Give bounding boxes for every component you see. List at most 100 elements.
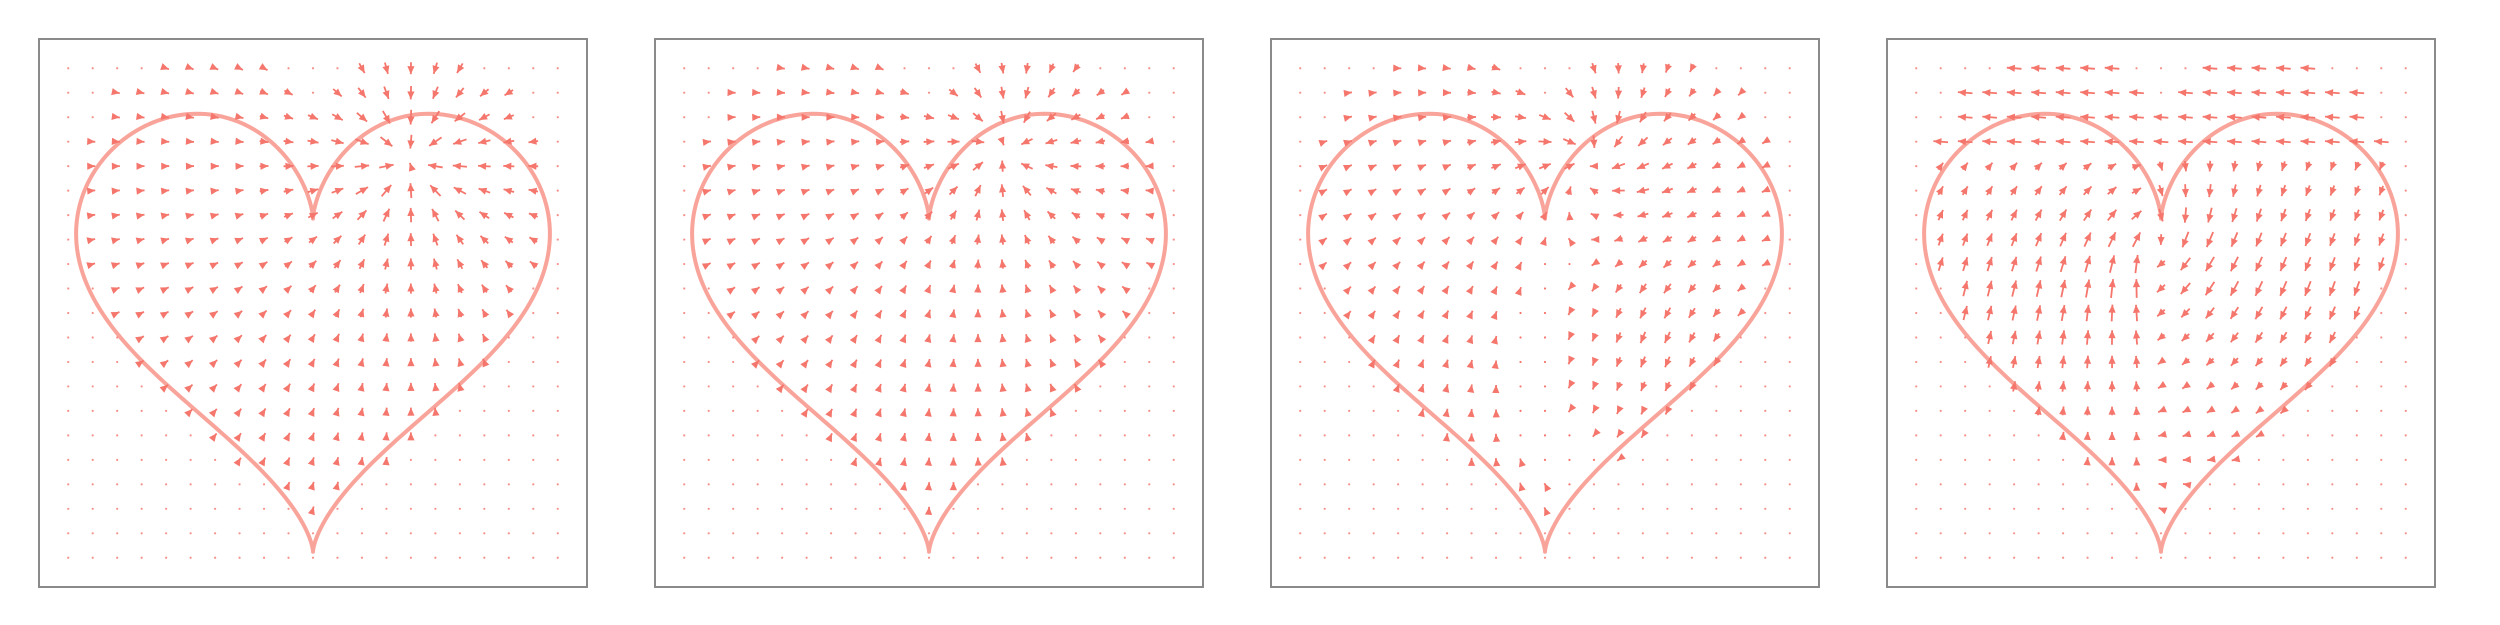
field-arrow — [86, 187, 96, 195]
field-arrow — [208, 359, 218, 369]
field-point — [1592, 532, 1596, 535]
field-arrow — [849, 285, 859, 295]
field-arrow — [1613, 135, 1624, 148]
field-arrow — [824, 310, 834, 320]
field-arrow — [1367, 334, 1376, 345]
field-arrow — [2009, 162, 2018, 172]
field-arrow — [1491, 63, 1501, 71]
field-arrow — [1048, 259, 1057, 270]
field-arrow — [2156, 332, 2167, 342]
field-point — [1764, 360, 1767, 364]
field-arrow — [849, 334, 858, 344]
field-point — [1299, 360, 1302, 364]
field-point — [1764, 532, 1767, 535]
field-point — [683, 287, 686, 290]
field-arrow — [282, 407, 291, 418]
field-point — [1323, 507, 1326, 510]
field-arrow — [1048, 63, 1056, 74]
field-arrow — [2324, 89, 2340, 97]
field-point — [2013, 434, 2016, 437]
field-point — [903, 507, 906, 510]
field-arrow — [2182, 430, 2192, 438]
field-arrow — [1736, 185, 1746, 194]
field-arrow — [1663, 112, 1672, 122]
field-point — [116, 556, 119, 559]
field-point — [2086, 556, 2089, 559]
field-arrow — [2378, 185, 2386, 196]
field-point — [1764, 434, 1767, 437]
field-arrow — [1097, 309, 1107, 319]
field-point — [238, 532, 241, 535]
field-arrow — [2279, 280, 2288, 297]
field-arrow — [184, 310, 194, 319]
field-point — [1964, 385, 1967, 388]
field-arrow — [2059, 279, 2067, 298]
field-arrow — [1664, 87, 1672, 98]
field-arrow — [949, 482, 957, 491]
field-point — [311, 91, 315, 94]
field-point — [2380, 507, 2383, 510]
field-point — [1690, 409, 1693, 412]
field-arrow — [1490, 261, 1499, 271]
field-arrow — [1070, 162, 1082, 170]
field-point — [67, 67, 70, 70]
field-point — [1421, 532, 1424, 535]
field-arrow — [1392, 383, 1400, 393]
field-arrow — [1096, 87, 1106, 97]
field-arrow — [874, 432, 882, 442]
field-arrow — [1442, 408, 1450, 418]
field-arrow — [354, 137, 369, 146]
field-arrow — [210, 137, 219, 145]
field-arrow — [800, 188, 810, 196]
field-arrow — [332, 308, 341, 318]
field-arrow — [1416, 310, 1425, 320]
field-point — [1299, 311, 1302, 315]
field-arrow — [332, 481, 340, 491]
field-point — [336, 67, 339, 70]
field-point — [1172, 409, 1175, 412]
field-arrow — [111, 88, 120, 96]
field-arrow — [1688, 381, 1697, 391]
field-point — [311, 67, 315, 70]
field-point — [189, 556, 192, 559]
field-point — [1421, 483, 1424, 486]
field-arrow — [1072, 285, 1082, 295]
field-arrow — [2205, 307, 2215, 319]
field-arrow — [2353, 306, 2361, 320]
field-arrow — [1638, 259, 1648, 269]
field-arrow — [234, 237, 244, 245]
field-arrow — [949, 457, 957, 466]
field-arrow — [924, 457, 932, 466]
field-point — [507, 336, 510, 339]
field-point — [1519, 507, 1522, 510]
field-arrow — [1392, 114, 1402, 122]
field-arrow — [135, 359, 145, 369]
field-point — [1172, 360, 1175, 364]
field-point — [140, 532, 143, 535]
field-arrow — [478, 113, 491, 121]
field-arrow — [233, 457, 242, 467]
field-point — [1074, 532, 1077, 535]
field-arrow — [1466, 63, 1476, 71]
field-arrow — [1121, 261, 1131, 270]
field-arrow — [1416, 212, 1426, 221]
field-point — [2404, 189, 2407, 192]
field-arrow — [1071, 235, 1081, 245]
field-point — [1099, 409, 1102, 412]
field-arrow — [283, 285, 293, 294]
field-point — [2282, 483, 2285, 486]
field-point — [707, 458, 710, 461]
field-point — [507, 507, 510, 510]
field-point — [1099, 385, 1102, 388]
field-arrow — [2202, 89, 2218, 97]
field-arrow — [1465, 285, 1474, 295]
field-arrow — [875, 88, 885, 96]
field-point — [67, 483, 70, 486]
field-arrow — [2133, 355, 2141, 369]
field-point — [458, 532, 461, 535]
field-arrow — [849, 310, 859, 320]
field-arrow — [1441, 310, 1450, 320]
field-point — [556, 67, 559, 70]
field-arrow — [282, 383, 291, 393]
field-point — [1099, 532, 1102, 535]
